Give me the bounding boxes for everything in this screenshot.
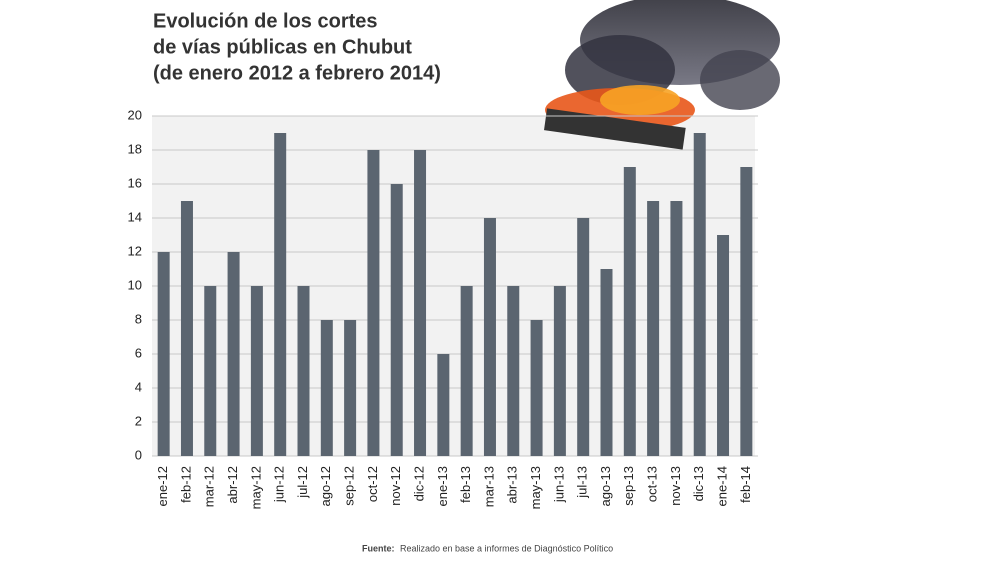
bar: [227, 252, 240, 456]
bar: [577, 218, 590, 456]
x-tick-label: may-12: [248, 466, 263, 509]
x-tick-label: mar-13: [481, 466, 496, 507]
x-tick-label: nov-13: [668, 466, 683, 506]
bar: [344, 320, 357, 456]
bar: [250, 286, 263, 456]
x-tick-label: abr-13: [505, 466, 520, 504]
x-tick-label: sep-12: [342, 466, 357, 506]
y-tick-label: 6: [135, 345, 142, 360]
bar: [670, 201, 683, 456]
bar: [414, 150, 427, 456]
y-tick-label: 4: [135, 379, 142, 394]
x-tick-label: mar-12: [202, 466, 217, 507]
bar: [274, 133, 287, 456]
x-tick-label: ene-14: [714, 466, 729, 506]
y-tick-label: 12: [128, 243, 142, 258]
y-tick-label: 18: [128, 141, 142, 156]
x-tick-label: jun-12: [272, 466, 287, 503]
bar: [157, 252, 170, 456]
bar: [483, 218, 496, 456]
x-tick-label: ago-13: [598, 466, 613, 506]
y-tick-label: 10: [128, 277, 142, 292]
x-tick-label: jul-12: [295, 466, 310, 499]
y-tick-label: 0: [135, 447, 142, 462]
bar: [623, 167, 636, 456]
x-tick-label: abr-12: [225, 466, 240, 504]
x-tick-label: feb-13: [458, 466, 473, 503]
bar: [647, 201, 660, 456]
y-tick-label: 8: [135, 311, 142, 326]
chart-title: de vías públicas en Chubut: [153, 36, 412, 58]
bar: [297, 286, 310, 456]
bar: [693, 133, 706, 456]
chart-title: Evolución de los cortes: [153, 10, 378, 32]
bar: [367, 150, 380, 456]
x-tick-label: dic-13: [691, 466, 706, 501]
bar: [717, 235, 730, 456]
x-tick-label: ago-12: [318, 466, 333, 506]
x-tick-label: feb-14: [738, 466, 753, 503]
source: Realizado en base a informes de Diagnóst…: [400, 543, 613, 553]
x-tick-label: jul-13: [575, 466, 590, 499]
bar: [553, 286, 566, 456]
bar: [600, 269, 613, 456]
x-tick-label: jun-13: [551, 466, 566, 503]
bar: [460, 286, 473, 456]
x-tick-label: oct-13: [645, 466, 660, 502]
bar: [507, 286, 520, 456]
bar: [437, 354, 450, 456]
x-tick-label: sep-13: [621, 466, 636, 506]
bar: [204, 286, 217, 456]
x-tick-label: feb-12: [178, 466, 193, 503]
bar: [390, 184, 403, 456]
x-tick-label: ene-13: [435, 466, 450, 506]
y-tick-label: 2: [135, 413, 142, 428]
x-tick-label: ene-12: [155, 466, 170, 506]
x-tick-label: may-13: [528, 466, 543, 509]
x-tick-label: dic-12: [411, 466, 426, 501]
bar: [530, 320, 543, 456]
bar: [740, 167, 753, 456]
x-tick-label: nov-12: [388, 466, 403, 506]
source-label: Fuente:: [362, 543, 395, 553]
y-tick-label: 14: [128, 209, 142, 224]
y-tick-label: 20: [128, 107, 142, 122]
y-tick-label: 16: [128, 175, 142, 190]
bar: [320, 320, 333, 456]
smoke-illustration: [544, 0, 780, 150]
x-tick-label: oct-12: [365, 466, 380, 502]
chart-title: (de enero 2012 a febrero 2014): [153, 62, 441, 84]
bar: [180, 201, 193, 456]
